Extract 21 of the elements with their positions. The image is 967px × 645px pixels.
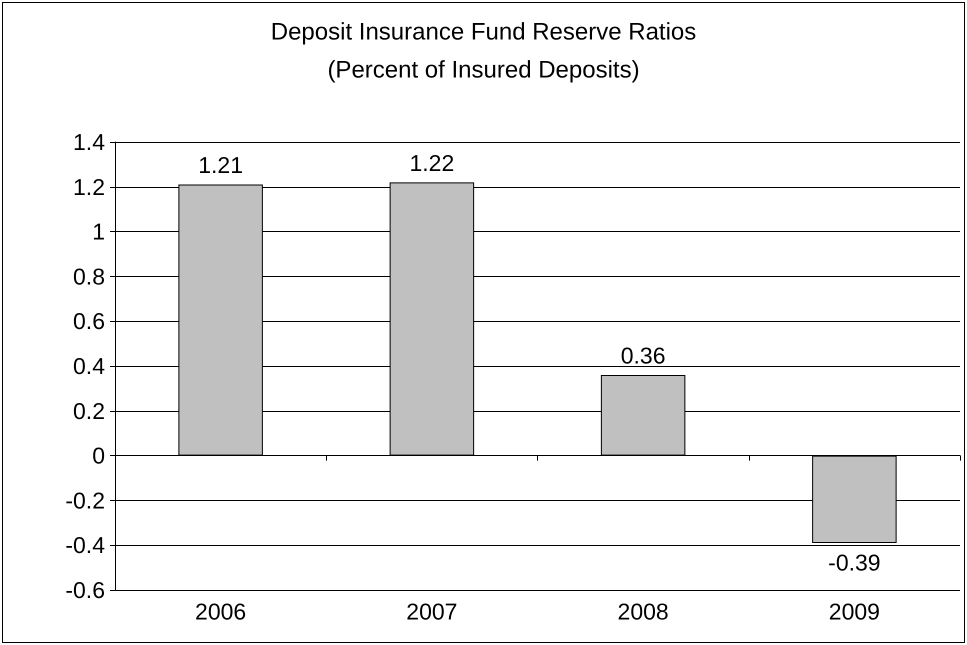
x-tick-label: 2008 xyxy=(618,598,669,624)
y-tick-label: 0.4 xyxy=(73,353,106,379)
y-tick-label: -0.4 xyxy=(65,532,106,558)
y-tick-label: 1.4 xyxy=(73,129,106,155)
data-label: 0.36 xyxy=(620,342,666,368)
x-tick-label: 2009 xyxy=(828,598,880,624)
data-label: 1.21 xyxy=(198,152,244,178)
y-tick-label: 1.2 xyxy=(73,174,105,200)
y-tick-label: 0.6 xyxy=(73,308,105,334)
y-tick-label: 0 xyxy=(92,442,105,469)
chart-subtitle: (Percent of Insured Deposits) xyxy=(327,56,640,84)
data-label: -0.39 xyxy=(828,549,881,576)
y-tick-label: 0.8 xyxy=(73,263,105,290)
x-tick-label: 2006 xyxy=(195,598,246,624)
y-tick-label: -0.6 xyxy=(65,577,105,603)
y-tick-label: 0.2 xyxy=(73,398,105,424)
x-tick-label: 2007 xyxy=(406,598,458,624)
y-tick-label: 1 xyxy=(92,218,105,245)
chart-title: Deposit Insurance Fund Reserve Ratios xyxy=(270,18,696,46)
y-tick-label: -0.2 xyxy=(65,487,105,514)
data-label: 1.22 xyxy=(409,150,454,176)
